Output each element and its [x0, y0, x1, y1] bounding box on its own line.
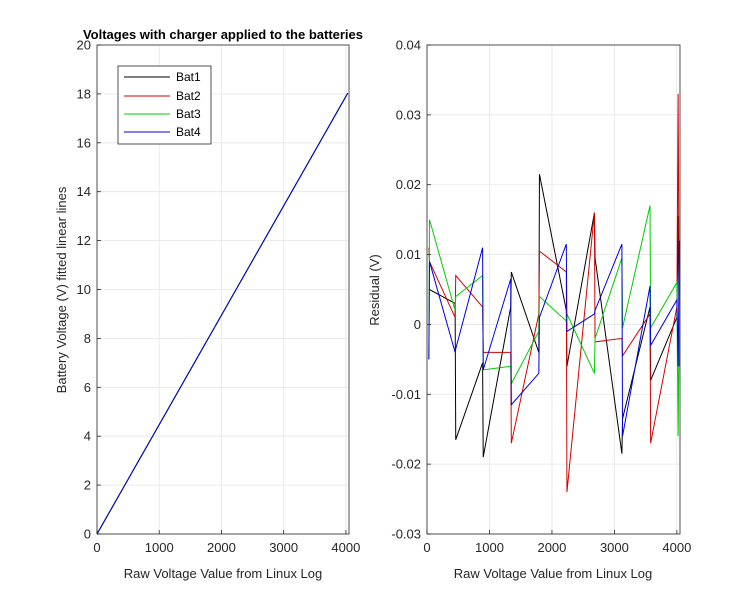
y-tick-label: -0.03	[391, 527, 421, 542]
left-x-axis-label: Raw Voltage Value from Linux Log	[124, 566, 323, 581]
right-axes-box	[426, 44, 681, 535]
right-x-tick-labels: 0 1000 2000 3000 4000	[423, 530, 691, 555]
y-tick-label: 18	[77, 86, 91, 101]
x-tick-label: 0	[93, 540, 100, 555]
y-tick-label: 0.04	[396, 38, 421, 53]
x-tick-label: 1000	[475, 540, 504, 555]
right-y-tick-labels: -0.03 -0.02 -0.01 0 0.01 0.02 0.03 0.04	[391, 38, 431, 542]
y-tick-label: 14	[77, 184, 91, 199]
left-x-tick-labels: 0 1000 2000 3000 4000	[93, 530, 360, 555]
y-tick-label: 2	[84, 478, 91, 493]
y-tick-label: 0	[414, 317, 421, 332]
y-tick-label: 0	[84, 527, 91, 542]
y-tick-label: 10	[77, 282, 91, 297]
legend-label-bat3: Bat3	[176, 107, 201, 121]
y-tick-label: 0.03	[396, 107, 421, 122]
x-tick-label: 4000	[662, 540, 691, 555]
legend-label-bat1: Bat1	[176, 70, 201, 84]
series-line-bat4	[96, 92, 349, 535]
x-tick-label: 1000	[145, 540, 174, 555]
y-tick-label: 16	[77, 135, 91, 150]
x-tick-label: 2000	[207, 540, 236, 555]
y-tick-label: -0.02	[391, 457, 421, 472]
left-series-lines	[96, 92, 349, 535]
y-tick-label: 6	[84, 380, 91, 395]
y-tick-label: 0.02	[396, 177, 421, 192]
y-tick-label: 20	[77, 38, 91, 53]
y-tick-label: -0.01	[391, 387, 421, 402]
y-tick-label: 8	[84, 331, 91, 346]
right-axes: 0 1000 2000 3000 4000 -0.03 -0.02 -0.01 0 0.01 0.…	[367, 38, 691, 582]
y-tick-label: 4	[84, 429, 91, 444]
x-tick-label: 4000	[331, 540, 360, 555]
legend-box	[117, 65, 212, 145]
y-tick-label: 12	[77, 233, 91, 248]
legend-label-bat2: Bat2	[176, 89, 201, 103]
right-x-axis-label: Raw Voltage Value from Linux Log	[454, 566, 653, 581]
right-y-axis-label: Residual (V)	[367, 254, 382, 326]
left-axes: 0 1000 2000 3000 4000 0 2 4 6 8 10 12 14 16 18 20 Volt…	[54, 27, 363, 581]
y-tick-label: 0.01	[396, 247, 421, 262]
legend-label-bat4: Bat4	[176, 125, 201, 139]
x-tick-label: 2000	[537, 540, 566, 555]
right-plot-area	[427, 45, 680, 534]
x-tick-label: 0	[423, 540, 430, 555]
left-y-axis-label: Battery Voltage (V) fitted linear lines	[54, 186, 69, 393]
series-line-bat4	[428, 240, 680, 437]
left-chart-title: Voltages with charger applied to the bat…	[83, 27, 363, 42]
legend: Bat1 Bat2 Bat3 Bat4	[117, 65, 212, 145]
x-tick-label: 3000	[269, 540, 298, 555]
x-tick-label: 3000	[600, 540, 629, 555]
left-y-tick-labels: 0 2 4 6 8 10 12 14 16 18 20	[77, 38, 101, 542]
right-series-lines	[428, 93, 680, 493]
